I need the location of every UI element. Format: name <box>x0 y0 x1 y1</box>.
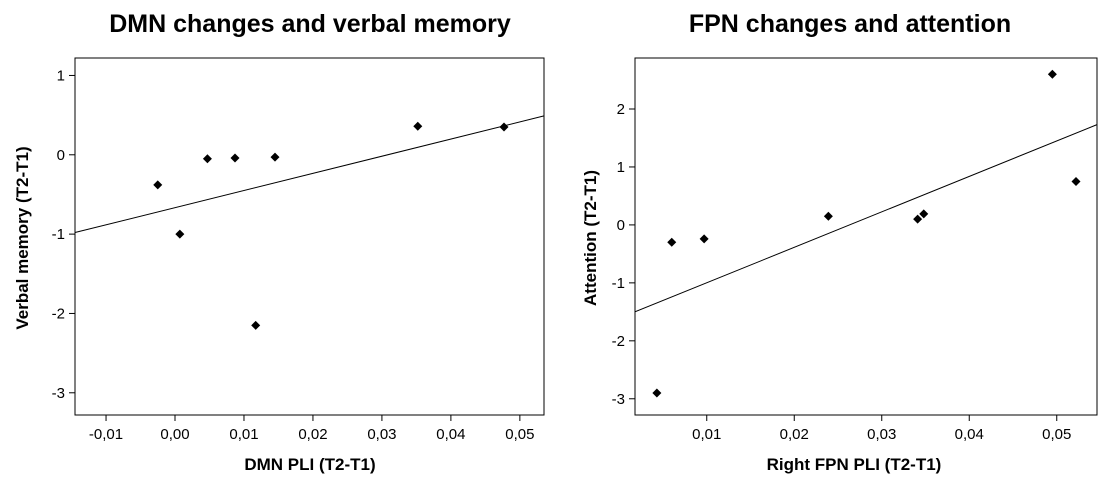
x-tick-label: 0,05 <box>505 426 534 443</box>
y-tick-label: -3 <box>52 385 65 402</box>
y-tick-label: -1 <box>52 226 65 243</box>
y-tick-label: 0 <box>57 147 65 164</box>
y-tick-label: -2 <box>612 333 625 350</box>
chart-title: FPN changes and attention <box>689 10 1011 38</box>
x-tick-label: -0,01 <box>89 426 123 443</box>
data-point <box>667 237 677 247</box>
x-tick-label: 0,05 <box>1042 426 1071 443</box>
data-point <box>1047 69 1057 79</box>
plot-frame <box>634 57 1098 416</box>
data-point <box>699 234 709 244</box>
x-tick-label: 0,02 <box>780 426 809 443</box>
x-tick-label: 0,03 <box>867 426 896 443</box>
data-point <box>499 122 509 132</box>
x-tick-label: 0,04 <box>436 426 465 443</box>
x-tick-label: 0,01 <box>229 426 258 443</box>
data-point <box>230 153 240 163</box>
plot-frame <box>74 57 545 416</box>
x-axis-label: DMN PLI (T2-T1) <box>244 455 375 474</box>
y-tick-label: -2 <box>52 305 65 322</box>
regression-line <box>634 124 1098 313</box>
y-tick-label: -3 <box>612 391 625 408</box>
chart-dmn-verbal-memory: DMN changes and verbal memory DMN PLI (T… <box>13 10 545 474</box>
data-point <box>1071 176 1081 186</box>
y-tick-label: 0 <box>617 217 625 234</box>
data-point <box>251 320 261 330</box>
data-point <box>202 154 212 164</box>
x-tick-label: 0,04 <box>955 426 984 443</box>
x-tick-label: 0,03 <box>367 426 396 443</box>
data-point <box>270 152 280 162</box>
data-point <box>913 214 923 224</box>
y-axis-label: Attention (T2-T1) <box>581 170 600 306</box>
y-tick-label: 1 <box>617 159 625 176</box>
regression-line <box>74 115 545 234</box>
x-tick-label: 0,01 <box>692 426 721 443</box>
y-tick-label: -1 <box>612 275 625 292</box>
y-tick-label: 2 <box>617 101 625 118</box>
x-axis-label: Right FPN PLI (T2-T1) <box>767 455 942 474</box>
chart-fpn-attention: FPN changes and attention Right FPN PLI … <box>581 10 1098 474</box>
y-tick-label: 1 <box>57 67 65 84</box>
data-point <box>413 121 423 131</box>
chart-title: DMN changes and verbal memory <box>109 10 511 38</box>
data-point <box>153 180 163 190</box>
y-axis-label: Verbal memory (T2-T1) <box>13 146 32 329</box>
data-point <box>175 229 185 239</box>
data-point <box>823 211 833 221</box>
x-tick-label: 0,00 <box>160 426 189 443</box>
x-tick-label: 0,02 <box>298 426 327 443</box>
data-point <box>652 388 662 398</box>
data-point <box>919 209 929 219</box>
